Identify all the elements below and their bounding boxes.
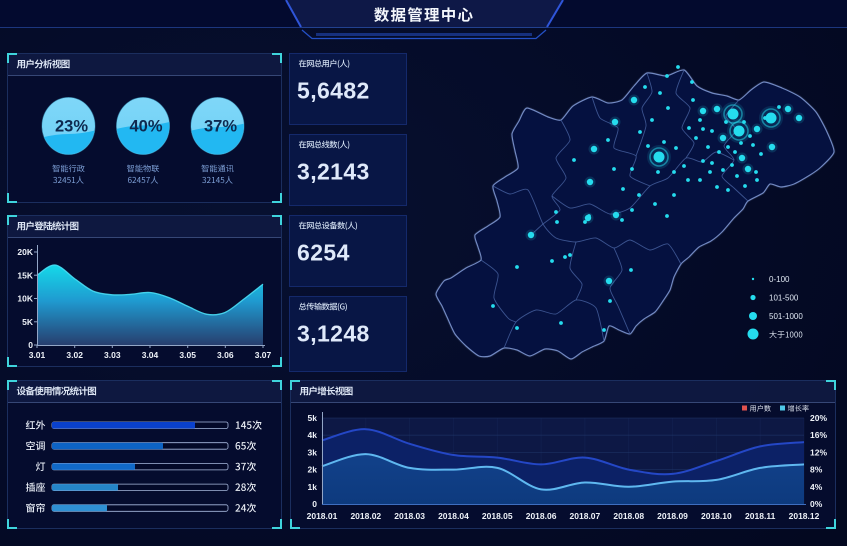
svg-text:101-500: 101-500 xyxy=(769,294,799,303)
svg-text:23%: 23% xyxy=(55,118,88,136)
svg-text:2018.11: 2018.11 xyxy=(745,511,776,521)
svg-text:3,2143: 3,2143 xyxy=(297,159,370,185)
svg-text:2018.08: 2018.08 xyxy=(613,511,644,521)
svg-text:5k: 5k xyxy=(308,413,318,423)
svg-text:2018.06: 2018.06 xyxy=(526,511,557,521)
svg-text:20K: 20K xyxy=(17,247,33,257)
svg-text:2018.09: 2018.09 xyxy=(657,511,688,521)
svg-text:5,6482: 5,6482 xyxy=(297,78,370,104)
svg-text:3.05: 3.05 xyxy=(179,350,196,360)
svg-text:3.06: 3.06 xyxy=(217,350,234,360)
svg-text:3.01: 3.01 xyxy=(29,350,46,360)
svg-text:3.03: 3.03 xyxy=(104,350,121,360)
svg-text:3.02: 3.02 xyxy=(66,350,83,360)
svg-text:0: 0 xyxy=(28,340,33,350)
svg-text:0: 0 xyxy=(312,499,317,509)
svg-text:2018.01: 2018.01 xyxy=(307,511,338,521)
svg-text:2018.04: 2018.04 xyxy=(438,511,469,521)
svg-text:3k: 3k xyxy=(308,447,318,457)
svg-text:0-100: 0-100 xyxy=(769,275,790,284)
svg-text:2k: 2k xyxy=(308,465,318,475)
svg-text:2018.12: 2018.12 xyxy=(789,511,820,521)
svg-text:37%: 37% xyxy=(204,118,237,136)
svg-text:10K: 10K xyxy=(17,294,33,304)
svg-text:1k: 1k xyxy=(308,482,318,492)
svg-text:8%: 8% xyxy=(810,465,823,475)
svg-text:16%: 16% xyxy=(810,430,827,440)
svg-text:0%: 0% xyxy=(810,499,823,509)
svg-text:3.04: 3.04 xyxy=(142,350,159,360)
svg-text:3.07: 3.07 xyxy=(255,350,272,360)
svg-text:6254: 6254 xyxy=(297,240,350,266)
svg-text:5K: 5K xyxy=(22,317,34,327)
svg-text:2018.03: 2018.03 xyxy=(394,511,425,521)
svg-text:12%: 12% xyxy=(810,447,827,457)
svg-text:2018.05: 2018.05 xyxy=(482,511,513,521)
svg-text:2018.10: 2018.10 xyxy=(701,511,732,521)
svg-text:15K: 15K xyxy=(17,270,33,280)
svg-text:4%: 4% xyxy=(810,482,823,492)
svg-text:20%: 20% xyxy=(810,413,827,423)
svg-text:2018.02: 2018.02 xyxy=(350,511,381,521)
svg-text:40%: 40% xyxy=(129,118,162,136)
svg-text:2018.07: 2018.07 xyxy=(570,511,601,521)
svg-text:4k: 4k xyxy=(308,430,318,440)
svg-text:3,1248: 3,1248 xyxy=(297,321,370,347)
svg-text:501-1000: 501-1000 xyxy=(769,312,803,321)
